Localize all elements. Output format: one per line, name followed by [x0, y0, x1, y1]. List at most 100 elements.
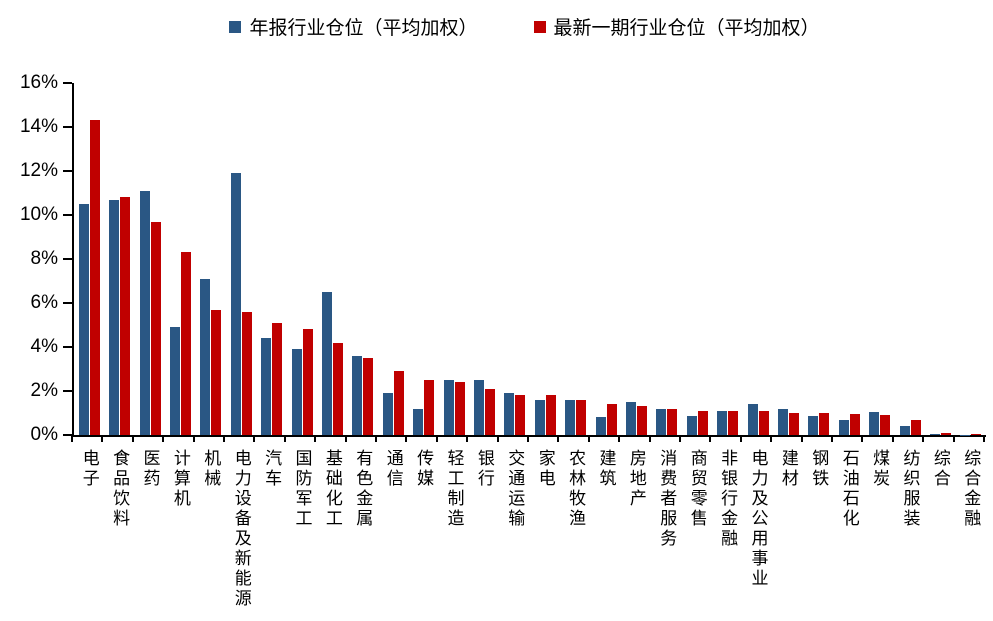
- x-axis-category-label: 建筑: [595, 449, 616, 489]
- x-axis-tick-mark: [283, 436, 286, 442]
- bar-annual: [504, 393, 515, 435]
- bar-latest: [789, 413, 800, 435]
- x-axis-category-label: 机械: [200, 449, 221, 489]
- x-axis-tick-mark: [891, 436, 894, 442]
- bar-latest: [606, 404, 617, 435]
- x-axis-category-label: 综合金融: [960, 449, 981, 529]
- bar-group: [256, 83, 286, 435]
- bar-latest: [272, 322, 283, 435]
- bar-annual: [595, 417, 606, 435]
- bar-annual: [626, 402, 637, 435]
- y-axis-tick-mark: [63, 258, 72, 260]
- y-axis-tick-label: 0%: [30, 424, 58, 445]
- bar-group: [743, 83, 773, 435]
- bar-latest: [576, 399, 587, 435]
- bar-latest: [545, 395, 556, 435]
- bar-latest: [819, 413, 830, 435]
- bar-annual: [869, 411, 880, 435]
- x-axis-category-label: 银行: [473, 449, 494, 489]
- y-axis-tick-label: 4%: [30, 336, 58, 357]
- x-axis-tick-mark: [375, 436, 377, 442]
- x-axis-tick-mark: [466, 436, 469, 442]
- bar-group: [530, 83, 560, 435]
- bar-latest: [302, 329, 313, 435]
- legend-marker-latest-icon: [533, 20, 546, 33]
- bar-annual: [78, 204, 89, 435]
- bar-group: [561, 83, 591, 435]
- y-axis-tick-mark: [63, 302, 72, 304]
- bar-group: [378, 83, 408, 435]
- bar-annual: [291, 349, 302, 435]
- bar-annual: [261, 338, 272, 435]
- y-axis-tick-mark: [63, 126, 72, 128]
- bar-annual: [747, 404, 758, 435]
- x-axis-category-label: 煤炭: [869, 449, 890, 489]
- plot-area: [72, 83, 986, 437]
- x-axis-tick-mark: [192, 436, 195, 442]
- bar-annual: [321, 292, 332, 435]
- bar-group: [348, 83, 378, 435]
- bar-annual: [960, 434, 971, 435]
- y-axis-tick-mark: [63, 346, 72, 348]
- x-axis-category-label: 家电: [534, 449, 555, 489]
- x-axis-category-label: 纺织服装: [899, 449, 920, 529]
- x-axis-tick-mark: [162, 436, 165, 442]
- bar-latest: [424, 380, 435, 435]
- bar-annual: [443, 380, 454, 435]
- x-axis-category-label: 汽车: [261, 449, 282, 489]
- bar-latest: [758, 410, 769, 435]
- bar-group: [196, 83, 226, 435]
- x-axis-category-label: 有色金属: [352, 449, 373, 529]
- bar-latest: [211, 309, 222, 435]
- bar-latest: [180, 252, 191, 435]
- bar-group: [287, 83, 317, 435]
- bar-annual: [534, 399, 545, 435]
- x-axis-category-label: 石油石化: [838, 449, 859, 529]
- x-axis-tick-mark: [770, 436, 773, 442]
- x-axis-tick-mark: [800, 436, 803, 442]
- y-axis-tick-label: 6%: [30, 292, 58, 313]
- y-axis-tick-label: 12%: [19, 160, 58, 181]
- y-axis-tick-mark: [63, 390, 72, 392]
- legend-label-latest: 最新一期行业仓位（平均加权）: [553, 17, 820, 39]
- legend-label-annual: 年报行业仓位（平均加权）: [249, 17, 478, 39]
- x-axis-category-label: 通信: [382, 449, 403, 489]
- y-axis-tick-label: 14%: [19, 116, 58, 137]
- bar-latest: [515, 395, 526, 435]
- bar-annual: [230, 173, 241, 435]
- x-axis-tick-mark: [223, 436, 225, 442]
- bar-latest: [941, 433, 952, 435]
- x-axis-category-label: 交通运输: [504, 449, 525, 529]
- bar-latest: [332, 342, 343, 435]
- x-axis-tick-mark: [709, 436, 712, 442]
- x-axis-category-label: 食品饮料: [109, 449, 130, 529]
- bar-annual: [139, 190, 150, 435]
- bar-annual: [200, 278, 211, 435]
- bar-latest: [241, 311, 252, 435]
- bar-group: [135, 83, 165, 435]
- x-axis-tick-mark: [922, 436, 925, 442]
- bar-group: [226, 83, 256, 435]
- x-axis-tick-mark: [587, 436, 590, 442]
- y-axis-tick-mark: [63, 434, 72, 436]
- x-axis-tick-mark: [314, 436, 317, 442]
- bar-latest: [849, 414, 860, 435]
- x-axis-category-label: 传媒: [413, 449, 434, 489]
- y-axis-tick-mark: [63, 170, 72, 172]
- x-axis-category-label: 电力设备及新能源: [230, 449, 251, 609]
- x-axis-tick-mark: [496, 436, 499, 442]
- bar-group: [591, 83, 621, 435]
- x-axis-tick-mark: [831, 436, 833, 442]
- x-axis-tick-mark: [253, 436, 256, 442]
- bar-latest: [697, 410, 708, 435]
- bar-group: [804, 83, 834, 435]
- bar-latest: [89, 120, 100, 435]
- y-axis-tick-label: 8%: [30, 248, 58, 269]
- x-axis-category-label: 房地产: [625, 449, 646, 509]
- bar-annual: [717, 410, 728, 435]
- bar-group: [682, 83, 712, 435]
- bar-latest: [363, 358, 374, 435]
- bar-latest: [484, 388, 495, 435]
- bar-latest: [910, 419, 921, 435]
